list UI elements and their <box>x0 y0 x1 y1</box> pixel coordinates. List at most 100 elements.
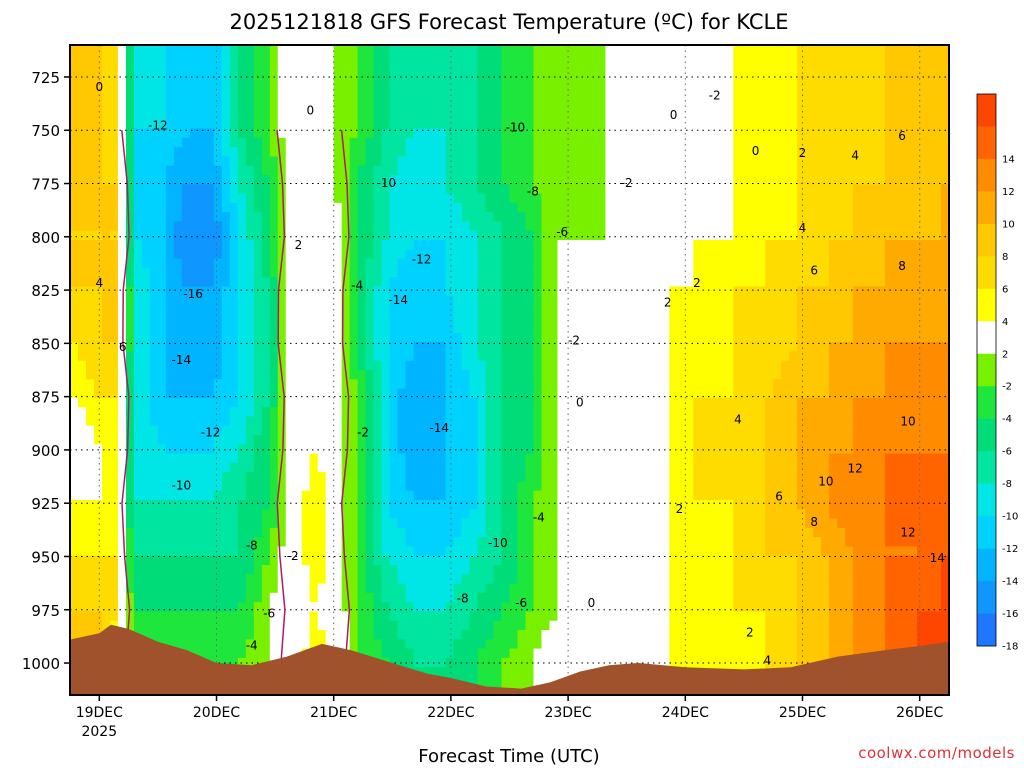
temperature-cell <box>309 332 319 343</box>
temperature-cell <box>301 137 311 148</box>
temperature-cell <box>573 230 583 241</box>
temperature-cell <box>317 147 327 158</box>
temperature-cell <box>349 156 359 167</box>
temperature-cell <box>101 620 111 631</box>
temperature-cell <box>277 82 287 93</box>
temperature-cell <box>637 240 646 250</box>
temperature-cell <box>613 574 622 585</box>
temperature-cell <box>589 286 598 297</box>
temperature-cell <box>221 388 231 399</box>
temperature-cell <box>181 639 191 650</box>
temperature-cell <box>525 137 535 148</box>
temperature-cell <box>565 82 575 93</box>
temperature-cell <box>605 267 614 278</box>
temperature-cell <box>221 110 231 120</box>
temperature-cell <box>109 592 119 603</box>
temperature-cell <box>517 574 527 585</box>
temperature-cell <box>293 212 303 223</box>
temperature-cell <box>109 453 119 464</box>
temperature-cell <box>245 592 255 603</box>
temperature-cell <box>373 295 383 306</box>
temperature-cell <box>397 500 407 510</box>
temperature-cell <box>429 100 439 111</box>
temperature-cell <box>141 286 151 297</box>
temperature-cell <box>613 342 622 353</box>
temperature-cell <box>245 397 255 408</box>
temperature-cell <box>133 249 143 260</box>
temperature-cell <box>605 518 614 529</box>
temperature-cell <box>453 184 463 195</box>
temperature-cell <box>469 537 479 548</box>
temperature-cell <box>293 602 303 613</box>
temperature-cell <box>85 165 95 176</box>
temperature-cell <box>365 379 375 390</box>
temperature-cell <box>413 518 423 529</box>
temperature-cell <box>525 537 535 548</box>
temperature-cell <box>341 527 351 538</box>
temperature-cell <box>485 518 495 529</box>
temperature-cell <box>341 602 351 613</box>
temperature-cell <box>333 435 343 445</box>
temperature-cell <box>149 212 159 223</box>
temperature-cell <box>125 435 135 445</box>
temperature-cell <box>333 537 343 548</box>
temperature-cell <box>541 630 551 640</box>
temperature-cell <box>261 332 271 343</box>
temperature-cell <box>101 351 111 362</box>
temperature-cell <box>229 444 239 455</box>
temperature-cell <box>309 453 319 464</box>
temperature-cell <box>237 286 247 297</box>
temperature-cell <box>381 555 391 566</box>
temperature-cell <box>229 546 239 557</box>
temperature-cell <box>469 546 479 557</box>
temperature-cell <box>205 370 215 380</box>
temperature-cell <box>381 351 391 362</box>
temperature-cell <box>125 54 135 65</box>
temperature-cell <box>269 100 279 111</box>
temperature-cell <box>477 100 487 111</box>
temperature-cell <box>165 565 175 575</box>
temperature-cell <box>445 574 455 585</box>
temperature-cell <box>357 509 367 520</box>
temperature-cell <box>581 388 591 399</box>
temperature-cell <box>125 240 135 250</box>
temperature-cell <box>269 54 279 65</box>
temperature-cell <box>101 602 111 613</box>
temperature-cell <box>453 230 463 241</box>
temperature-cell <box>629 537 638 548</box>
temperature-cell <box>413 332 423 343</box>
temperature-cell <box>165 453 175 464</box>
temperature-cell <box>429 370 439 380</box>
temperature-cell <box>341 147 351 158</box>
temperature-cell <box>461 583 471 594</box>
temperature-cell <box>333 212 343 223</box>
temperature-cell <box>349 435 359 445</box>
temperature-cell <box>445 472 455 483</box>
temperature-cell <box>117 416 127 427</box>
temperature-cell <box>189 249 199 260</box>
temperature-cell <box>637 100 646 111</box>
temperature-cell <box>589 100 598 111</box>
temperature-cell <box>461 82 471 93</box>
temperature-cell <box>237 481 247 492</box>
temperature-cell <box>621 119 630 130</box>
temperature-cell <box>389 462 399 473</box>
temperature-cell <box>469 565 479 575</box>
temperature-cell <box>485 435 495 445</box>
temperature-cell <box>381 481 391 492</box>
temperature-cell <box>293 240 303 250</box>
temperature-cell <box>469 583 479 594</box>
temperature-cell <box>549 175 559 185</box>
temperature-cell <box>237 537 247 548</box>
temperature-cell <box>277 128 287 139</box>
temperature-cell <box>557 592 567 603</box>
temperature-cell <box>621 249 630 260</box>
temperature-cell <box>421 342 431 353</box>
temperature-cell <box>277 54 287 65</box>
temperature-cell <box>125 305 135 315</box>
temperature-cell <box>453 267 463 278</box>
temperature-cell <box>533 314 543 325</box>
temperature-cell <box>269 574 279 585</box>
temperature-cell <box>85 602 95 613</box>
temperature-cell <box>165 342 175 353</box>
